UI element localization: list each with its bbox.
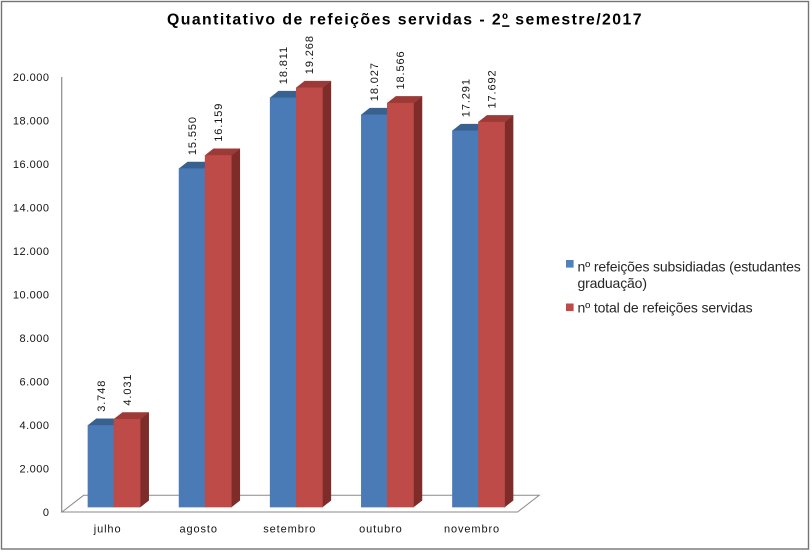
- svg-text:18.027: 18.027: [369, 62, 381, 101]
- svg-text:6.000: 6.000: [19, 377, 49, 389]
- svg-text:15.550: 15.550: [187, 116, 199, 155]
- svg-text:agosto: agosto: [179, 524, 217, 536]
- svg-text:12.000: 12.000: [13, 246, 50, 258]
- svg-text:16.159: 16.159: [213, 103, 225, 142]
- svg-text:20.000: 20.000: [13, 72, 50, 84]
- svg-text:17.291: 17.291: [460, 78, 472, 117]
- svg-text:3.748: 3.748: [96, 380, 108, 412]
- svg-text:4.031: 4.031: [122, 374, 134, 406]
- svg-text:graduação): graduação): [578, 275, 647, 291]
- svg-text:18.000: 18.000: [13, 116, 50, 128]
- svg-text:novembro: novembro: [444, 524, 500, 536]
- svg-text:8.000: 8.000: [19, 333, 49, 345]
- svg-text:nº refeições subsidiadas (estu: nº refeições subsidiadas (estudantes: [578, 258, 801, 274]
- svg-text:outubro: outubro: [359, 524, 403, 536]
- svg-text:julho: julho: [93, 524, 122, 536]
- svg-text:18.811: 18.811: [278, 46, 290, 84]
- svg-text:17.692: 17.692: [486, 69, 498, 108]
- svg-text:Quantitativo de refeições serv: Quantitativo de refeições servidas - 2º …: [167, 11, 643, 28]
- svg-text:0: 0: [43, 507, 50, 519]
- svg-text:14.000: 14.000: [13, 203, 50, 215]
- svg-text:10.000: 10.000: [13, 290, 50, 302]
- svg-text:nº total de refeições servidas: nº total de refeições servidas: [578, 300, 753, 316]
- svg-text:4.000: 4.000: [19, 420, 49, 432]
- svg-text:2.000: 2.000: [19, 464, 49, 476]
- svg-text:16.000: 16.000: [13, 159, 50, 171]
- svg-text:19.268: 19.268: [304, 35, 316, 74]
- svg-text:setembro: setembro: [263, 524, 316, 536]
- svg-text:18.566: 18.566: [395, 50, 407, 89]
